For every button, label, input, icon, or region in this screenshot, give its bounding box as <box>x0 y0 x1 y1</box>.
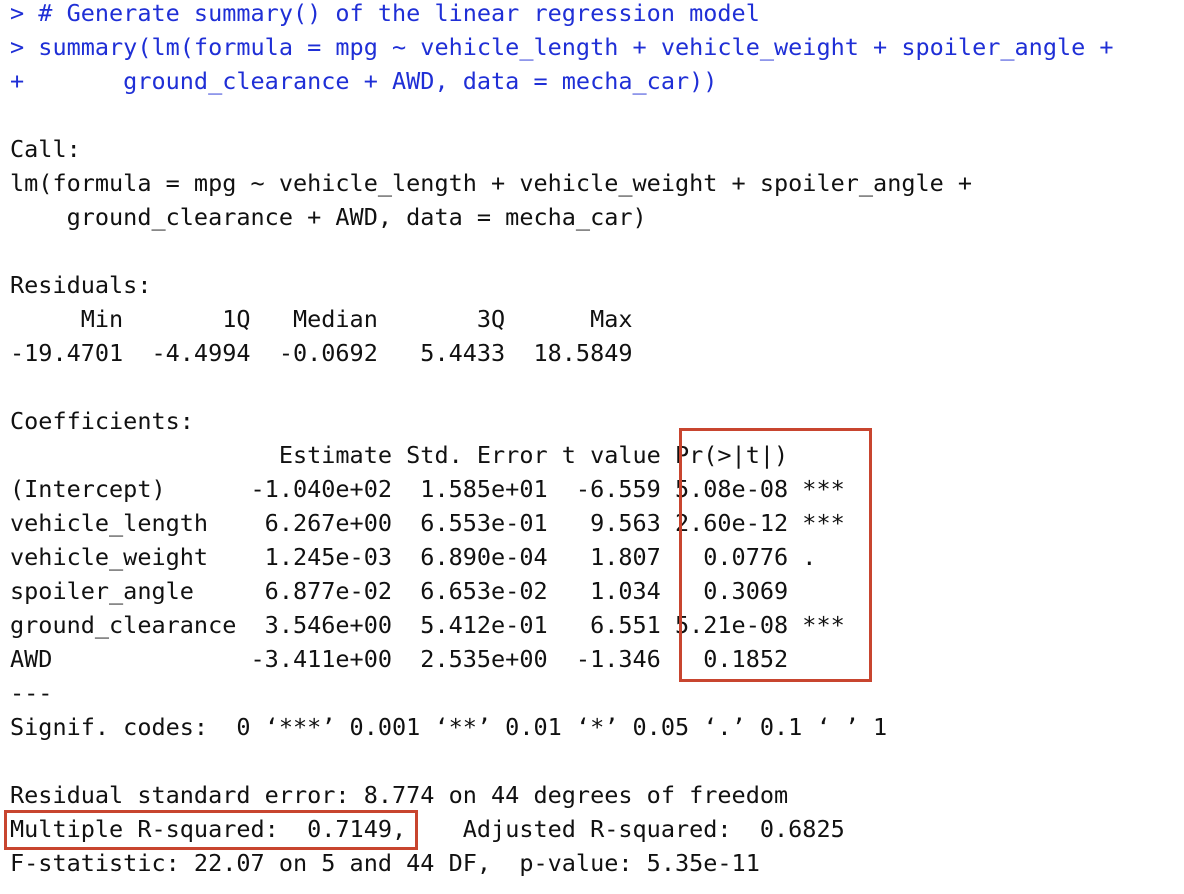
residuals-heading: Residuals: <box>10 271 152 299</box>
coefficient-row-awd: AWD -3.411e+00 2.535e+00 -1.346 0.1852 <box>10 645 845 673</box>
console-blank-line: ​ <box>10 234 1114 268</box>
coefficient-row-vehicle-length: vehicle_length 6.267e+00 6.553e-01 9.563… <box>10 509 845 537</box>
console-continuation-line: + ground_clearance + AWD, data = mecha_c… <box>10 67 718 95</box>
console-blank-line: ​ <box>10 370 1114 404</box>
console-blank-line: ​ <box>10 98 1114 132</box>
signif-codes-line: Signif. codes: 0 ‘***’ 0.001 ‘**’ 0.01 ‘… <box>10 713 888 741</box>
r-squared-line: Multiple R-squared: 0.7149, Adjusted R-s… <box>10 815 859 843</box>
separator-line: --- <box>10 679 53 707</box>
residuals-header-row: Min 1Q Median 3Q Max <box>10 305 647 333</box>
coefficient-row-intercept: (Intercept) -1.040e+02 1.585e+01 -6.559 … <box>10 475 845 503</box>
coefficients-header-row: Estimate Std. Error t value Pr(>|t|) <box>10 441 845 469</box>
f-statistic-line: F-statistic: 22.07 on 5 and 44 DF, p-val… <box>10 849 760 877</box>
coefficient-row-spoiler-angle: spoiler_angle 6.877e-02 6.653e-02 1.034 … <box>10 577 845 605</box>
call-formula-line: lm(formula = mpg ~ vehicle_length + vehi… <box>10 169 987 197</box>
console-command-line: > summary(lm(formula = mpg ~ vehicle_len… <box>10 33 1114 61</box>
residuals-values-row: -19.4701 -4.4994 -0.0692 5.4433 18.5849 <box>10 339 647 367</box>
coefficient-row-ground-clearance: ground_clearance 3.546e+00 5.412e-01 6.5… <box>10 611 845 639</box>
residual-std-error-line: Residual standard error: 8.774 on 44 deg… <box>10 781 789 809</box>
call-heading: Call: <box>10 135 81 163</box>
r-console-output: > # Generate summary() of the linear reg… <box>10 0 1114 880</box>
console-comment-line: > # Generate summary() of the linear reg… <box>10 0 760 27</box>
call-formula-continuation: ground_clearance + AWD, data = mecha_car… <box>10 203 647 231</box>
console-blank-line: ​ <box>10 744 1114 778</box>
coefficient-row-vehicle-weight: vehicle_weight 1.245e-03 6.890e-04 1.807… <box>10 543 845 571</box>
coefficients-heading: Coefficients: <box>10 407 194 435</box>
